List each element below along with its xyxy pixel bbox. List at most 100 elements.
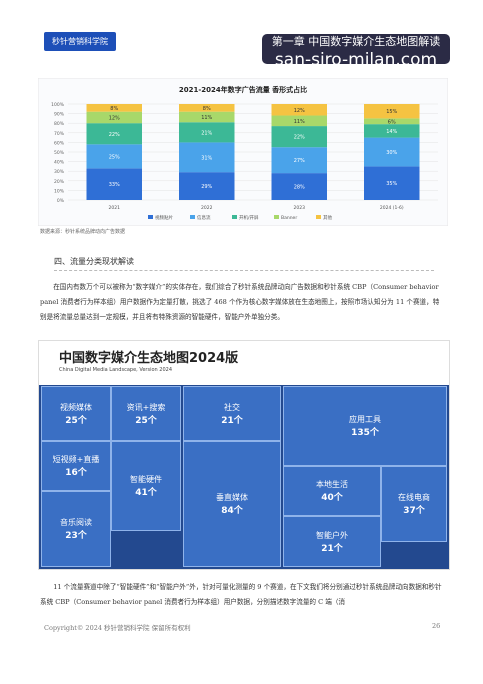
y-tick-label: 20% bbox=[54, 179, 65, 185]
value-label: 22% bbox=[109, 132, 120, 138]
y-tick-label: 0% bbox=[57, 198, 65, 204]
watermark: san-siro-milan.com bbox=[274, 50, 438, 70]
tile-count: 21个 bbox=[321, 543, 343, 554]
y-tick-label: 100% bbox=[51, 102, 65, 108]
tile-name: 资讯+搜索 bbox=[126, 402, 166, 412]
tile-count: 84个 bbox=[221, 506, 243, 516]
value-label: 31% bbox=[201, 155, 212, 161]
value-label: 35% bbox=[386, 181, 397, 187]
value-label: 12% bbox=[109, 115, 120, 121]
bar-segment bbox=[179, 111, 235, 123]
page-number: 26 bbox=[432, 622, 441, 630]
bar-segment bbox=[364, 118, 420, 125]
tile-count: 25个 bbox=[135, 415, 157, 426]
tile-name: 视频媒体 bbox=[60, 402, 92, 412]
value-label: 11% bbox=[201, 115, 212, 121]
map-tile: 在线电商 37个 bbox=[381, 466, 447, 542]
tile-count: 16个 bbox=[65, 468, 87, 478]
chart-source: 数据来源：秒针系统品牌动向广告数据 bbox=[40, 229, 126, 235]
bar-segment bbox=[179, 122, 235, 143]
value-label: 25% bbox=[109, 154, 120, 160]
bar-segment bbox=[271, 104, 327, 116]
y-tick-label: 70% bbox=[54, 131, 65, 137]
bar-segment bbox=[271, 126, 327, 148]
map-tile: 音乐阅读 23个 bbox=[41, 491, 111, 567]
tile-count: 21个 bbox=[221, 415, 243, 426]
y-tick-label: 50% bbox=[54, 150, 65, 156]
value-label: 8% bbox=[110, 106, 118, 112]
value-label: 14% bbox=[386, 129, 397, 135]
legend-label: 开机/开屏 bbox=[239, 214, 259, 221]
paragraph: 11 个流量赛道中除了“智能硬件”和“智能户外”外，针对可量化测量的 9 个赛道… bbox=[40, 583, 442, 606]
legend-label: 视频贴片 bbox=[155, 214, 173, 221]
chapter-title: 第一章 中国数字媒介生态地图解读 bbox=[271, 35, 441, 48]
value-label: 33% bbox=[109, 182, 120, 188]
y-tick-label: 10% bbox=[54, 188, 65, 194]
map-tile: 应用工具 135个 bbox=[283, 386, 447, 466]
logo: 秒针营销科学院 bbox=[44, 32, 116, 51]
map-tile: 智能户外 21个 bbox=[283, 516, 381, 567]
bar-segment bbox=[86, 111, 142, 124]
tile-name: 在线电商 bbox=[398, 493, 430, 502]
bar-segment bbox=[364, 137, 420, 167]
tile-name: 垂直媒体 bbox=[216, 493, 248, 502]
bar-segment bbox=[271, 115, 327, 127]
map-tile: 社交 21个 bbox=[183, 386, 281, 441]
bar-segment bbox=[86, 104, 142, 112]
tile-name: 社交 bbox=[224, 402, 240, 412]
value-label: 21% bbox=[201, 130, 212, 136]
bar-segment bbox=[179, 104, 235, 112]
legend-label: 信息流 bbox=[197, 214, 211, 221]
legend-swatch bbox=[190, 215, 195, 219]
tile-name: 智能户外 bbox=[316, 530, 348, 540]
map-tile: 短视频+直播 16个 bbox=[41, 441, 111, 491]
legend-label: Banner bbox=[281, 215, 297, 221]
legend-label: 其他 bbox=[323, 214, 332, 221]
value-label: 11% bbox=[294, 119, 305, 125]
tile-name: 短视频+直播 bbox=[52, 455, 100, 464]
tile-name: 音乐阅读 bbox=[60, 518, 92, 527]
tile-count: 135个 bbox=[351, 428, 379, 438]
legend-swatch bbox=[148, 215, 153, 219]
bar-segment bbox=[86, 123, 142, 145]
x-tick-label: 2022 bbox=[201, 205, 213, 211]
paragraph: 在国内有数万个可以被称为“数字媒介”的实体存在，我们综合了秒针系统品牌动向广告数… bbox=[40, 283, 440, 321]
tile-name: 应用工具 bbox=[349, 415, 381, 424]
bar-segment bbox=[364, 166, 420, 200]
y-tick-label: 60% bbox=[54, 140, 65, 146]
tile-count: 41个 bbox=[135, 488, 157, 498]
value-label: 6% bbox=[388, 119, 396, 125]
tile-name: 本地生活 bbox=[316, 480, 348, 489]
tile-name: 智能硬件 bbox=[130, 475, 162, 484]
bar-segment bbox=[271, 147, 327, 174]
map-tile: 智能硬件 41个 bbox=[111, 441, 181, 531]
tile-count: 40个 bbox=[321, 493, 343, 503]
value-label: 15% bbox=[386, 109, 397, 115]
map-subtitle: China Digital Media Landscape, Version 2… bbox=[59, 367, 173, 373]
y-tick-label: 80% bbox=[54, 121, 65, 127]
x-tick-label: 2024 (1-6) bbox=[380, 205, 404, 211]
tile-count: 23个 bbox=[65, 531, 87, 541]
value-label: 29% bbox=[201, 184, 212, 190]
legend-swatch bbox=[274, 215, 279, 219]
map-tile: 资讯+搜索 25个 bbox=[111, 386, 181, 441]
tile-count: 25个 bbox=[65, 415, 87, 426]
value-label: 30% bbox=[386, 150, 397, 156]
chart-title: 2021-2024年数字广告流量 香形式占比 bbox=[179, 85, 307, 94]
value-label: 8% bbox=[203, 106, 211, 112]
y-tick-label: 40% bbox=[54, 160, 65, 166]
bar-segment bbox=[364, 124, 420, 138]
chapter-banner: 第一章 中国数字媒介生态地图解读 san-siro-milan.com bbox=[262, 34, 450, 70]
x-tick-label: 2021 bbox=[109, 205, 121, 211]
y-tick-label: 90% bbox=[54, 112, 65, 118]
legend-swatch bbox=[316, 215, 321, 219]
bar-segment bbox=[86, 168, 142, 200]
map-tile: 视频媒体 25个 bbox=[41, 386, 111, 441]
tile-count: 37个 bbox=[403, 506, 425, 516]
copyright: Copyright© 2024 秒针营销科学院 保留所有权利 bbox=[44, 624, 191, 632]
x-tick-label: 2023 bbox=[294, 205, 306, 211]
bar-segment bbox=[86, 144, 142, 169]
map-tile: 垂直媒体 84个 bbox=[183, 441, 281, 567]
bar-segment bbox=[364, 104, 420, 119]
